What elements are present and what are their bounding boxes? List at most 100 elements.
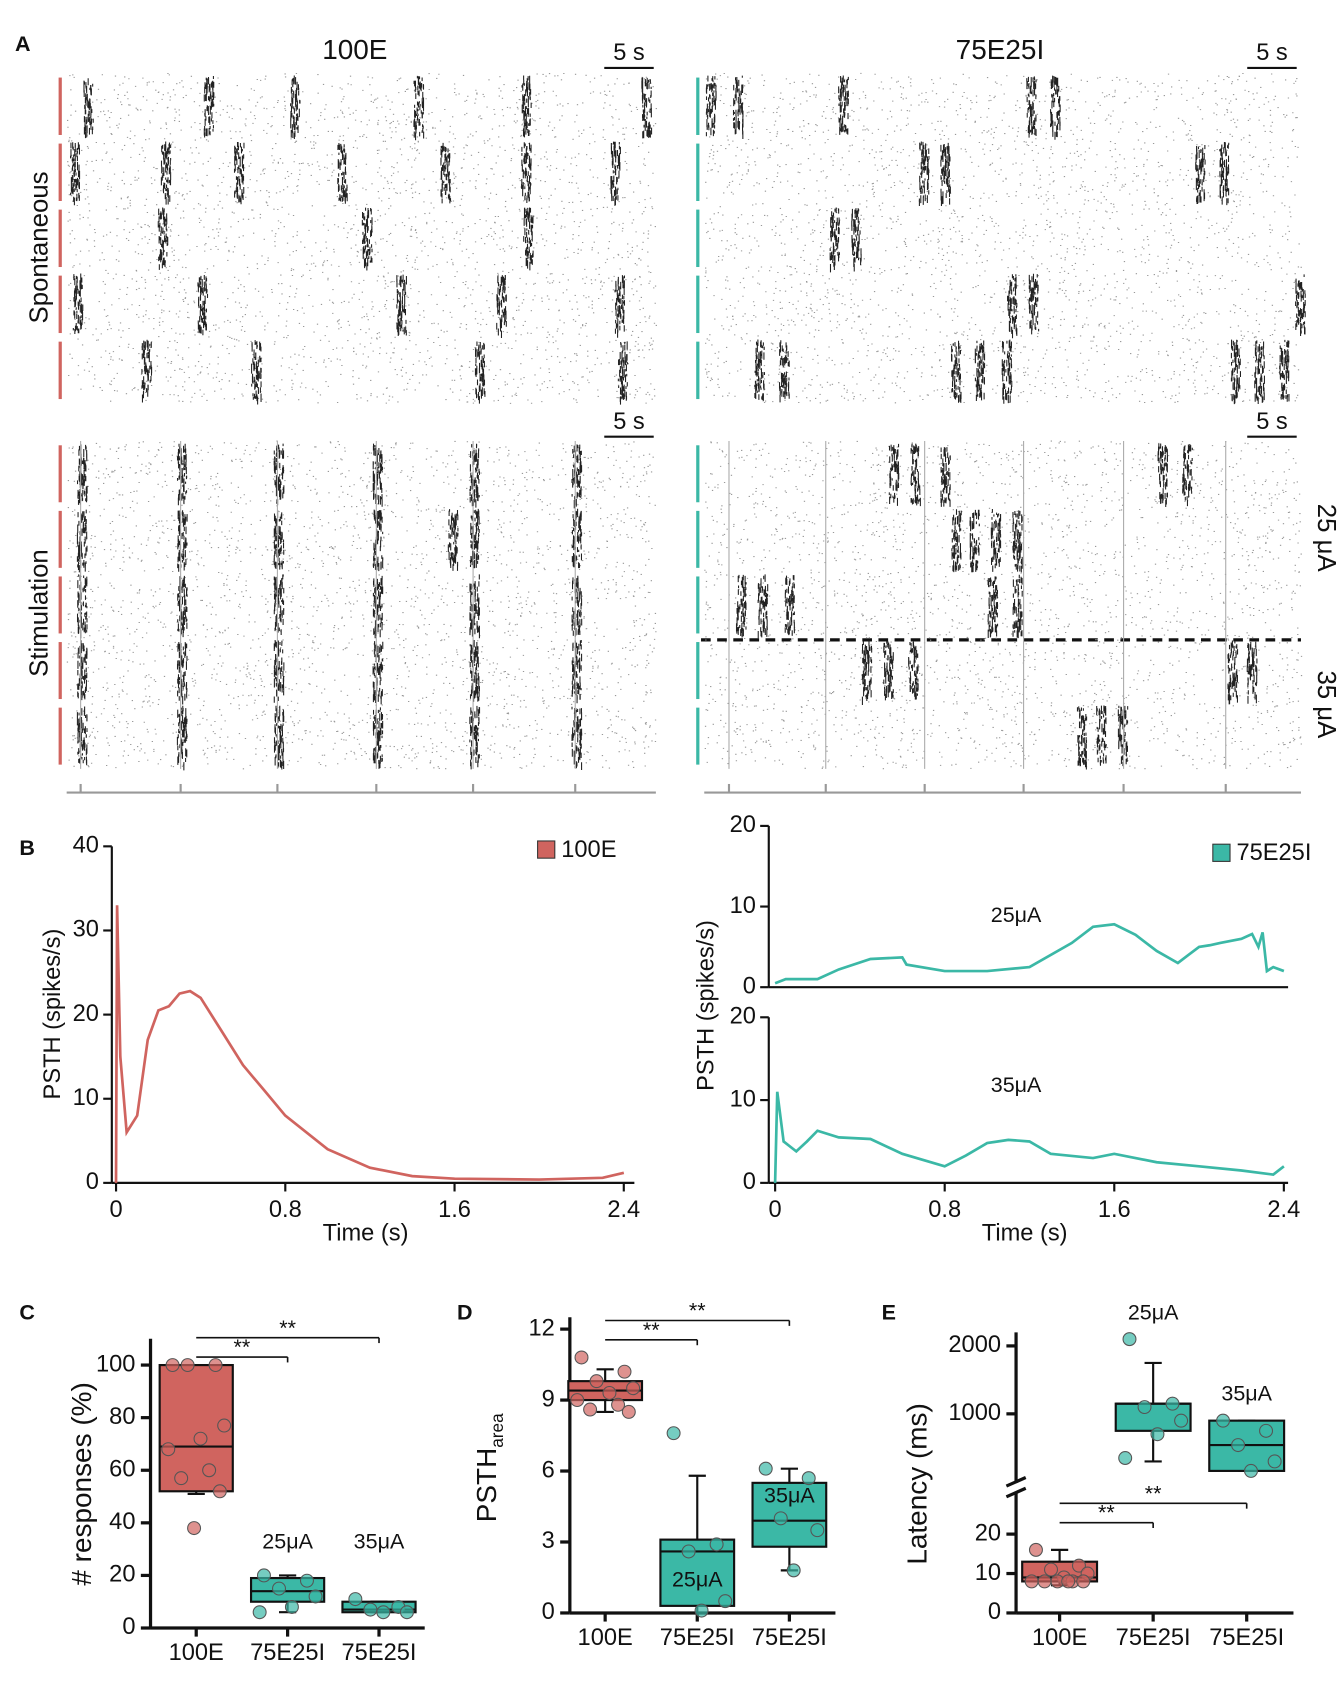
raster-burst <box>732 75 744 139</box>
x-tick-label: 100E <box>169 1640 224 1666</box>
annotation: 25μA <box>1128 1301 1179 1325</box>
raster-noise <box>704 270 1301 338</box>
x-tick-label: 75E25I <box>752 1625 827 1651</box>
y-tick-label: 10 <box>730 1086 756 1112</box>
y-tick-label: 0 <box>988 1599 1001 1625</box>
psth-line <box>773 1091 1285 1183</box>
psth-line <box>774 922 1285 985</box>
axis-break <box>1005 1476 1027 1499</box>
raster-burst <box>176 705 188 771</box>
data-point <box>1071 1558 1086 1573</box>
y-axis-label-main: # responses (%) <box>66 1382 97 1585</box>
data-point <box>252 1605 267 1620</box>
raster-burst <box>571 706 583 770</box>
raster-burst <box>447 509 459 571</box>
raster-burst <box>396 274 407 336</box>
raster-burst <box>861 640 873 706</box>
raster-burst <box>372 575 384 639</box>
raster-noise <box>705 440 1301 508</box>
y-tick-label: 20 <box>730 812 756 838</box>
raster-burst <box>883 641 894 701</box>
psth-line <box>114 905 625 1183</box>
data-point <box>1076 1574 1091 1589</box>
data-point <box>589 1374 604 1389</box>
raster-burst <box>521 75 532 138</box>
x-tick-label: 100E <box>578 1625 633 1651</box>
y-tick-label: 30 <box>73 917 99 943</box>
y-axis-label: PSTHarea <box>472 1413 507 1522</box>
data-point <box>180 1358 195 1373</box>
data-point <box>801 1471 816 1486</box>
raster-burst <box>571 640 583 704</box>
data-point <box>1165 1396 1180 1411</box>
raster-burst <box>614 275 626 338</box>
y-tick-label: 60 <box>109 1456 135 1482</box>
x-axis-label: Time (s) <box>323 1221 409 1247</box>
x-tick-label: 1.6 <box>1098 1197 1131 1223</box>
raster-noise <box>67 138 654 206</box>
raster-burst <box>1219 141 1230 206</box>
raster-noise <box>705 138 1299 206</box>
raster-burst <box>76 574 88 639</box>
raster-burst <box>469 705 481 770</box>
raster-burst <box>177 575 188 638</box>
y-tick-label: 20 <box>730 1004 756 1030</box>
panel-label: E <box>882 1301 896 1325</box>
y-tick-label: 20 <box>109 1562 135 1588</box>
raster-burst <box>177 510 188 572</box>
raster-burst <box>617 341 628 405</box>
data-point <box>399 1605 414 1620</box>
raster-burst <box>778 340 790 403</box>
y-tick-label: 2000 <box>948 1332 1001 1358</box>
data-point <box>718 1594 733 1609</box>
legend-label: 100E <box>561 837 616 863</box>
y-tick-label: 10 <box>975 1560 1001 1586</box>
data-point <box>570 1393 585 1408</box>
raster-burst <box>76 706 88 766</box>
y-tick-label: 20 <box>975 1520 1001 1546</box>
raster-burst <box>838 75 849 135</box>
y-axis-label: # responses (%) <box>66 1382 97 1585</box>
raster-burst <box>757 574 769 639</box>
raster-burst <box>1182 443 1193 507</box>
raster-burst <box>1012 574 1023 639</box>
x-tick-label: 75E25I <box>250 1640 325 1666</box>
annotation: 25μA <box>262 1530 313 1554</box>
raster-burst <box>72 273 84 335</box>
raster-burst <box>1001 339 1013 404</box>
raster-burst <box>440 142 452 204</box>
panel-label: D <box>457 1301 473 1325</box>
annotation: 35μA <box>1221 1381 1272 1405</box>
y-tick-label: 0 <box>122 1614 135 1640</box>
row-label: Stimulation <box>26 549 54 677</box>
raster-burst <box>888 443 900 506</box>
y-tick-label: 6 <box>542 1457 555 1483</box>
raster-title: 100E <box>322 34 387 65</box>
data-point <box>617 1364 632 1379</box>
raster-burst <box>197 274 209 336</box>
raster-burst <box>571 508 583 569</box>
raster-burst <box>1295 274 1306 337</box>
raster-burst <box>851 208 862 272</box>
raster-burst <box>157 207 169 270</box>
raster-burst <box>969 509 980 573</box>
y-tick-label: 10 <box>73 1085 99 1111</box>
raster-noise <box>705 72 1298 140</box>
raster-burst <box>1050 75 1061 140</box>
data-point <box>202 1463 217 1478</box>
legend-swatch <box>537 840 556 859</box>
raster-burst <box>141 339 153 403</box>
data-point <box>810 1523 825 1538</box>
raster-burst <box>1227 640 1239 705</box>
panel-label: A <box>15 32 31 56</box>
data-point <box>786 1563 801 1578</box>
data-point <box>758 1461 773 1476</box>
x-tick-label: 0.8 <box>269 1197 302 1223</box>
y-tick-label: 1000 <box>948 1400 1001 1426</box>
raster-burst <box>735 574 747 638</box>
y-tick-label: 0 <box>743 973 756 999</box>
row-label: Spontaneous <box>26 171 54 323</box>
x-tick-label: 1.6 <box>438 1197 471 1223</box>
significance-label: ** <box>1098 1501 1115 1525</box>
